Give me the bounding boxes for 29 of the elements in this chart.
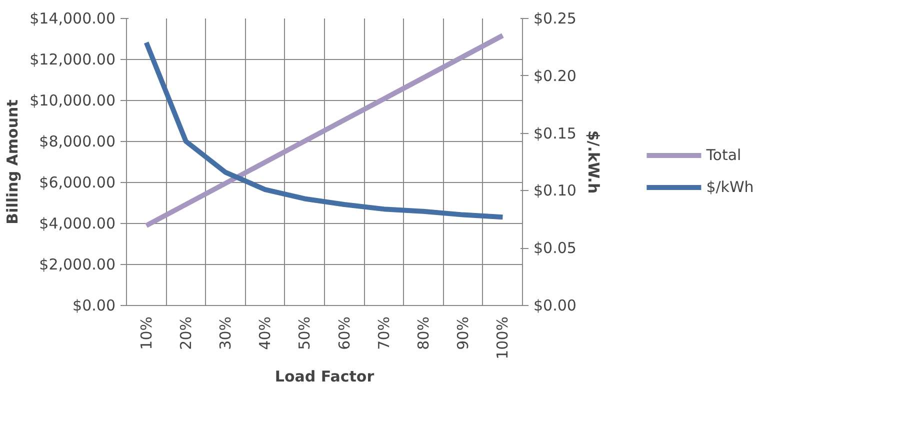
x-tick-label: 40% xyxy=(256,316,274,350)
y2-tick-label: $0.20 xyxy=(534,66,576,85)
x-tick-label: 100% xyxy=(494,316,512,360)
y-tick-label: $4,000.00 xyxy=(39,214,116,232)
legend-label: Total xyxy=(706,146,742,164)
y2-tick-label: $0.10 xyxy=(534,182,576,200)
y2-tick-label: $0.05 xyxy=(534,239,576,258)
y-tick-label: $0.00 xyxy=(72,296,116,314)
y-tick-label: $14,000.00 xyxy=(30,10,116,28)
x-tick-label: 10% xyxy=(137,316,156,350)
y-tick-label: $2,000.00 xyxy=(39,256,116,274)
y-tick-label: $6,000.00 xyxy=(39,174,116,192)
x-tick-label: 70% xyxy=(374,316,393,350)
y2-tick-label: $0.25 xyxy=(534,10,576,28)
y-axis-title: Billing Amount xyxy=(4,100,22,224)
x-tick-label: 80% xyxy=(414,316,432,350)
x-axis-title: Load Factor xyxy=(274,367,375,386)
x-tick-label: 30% xyxy=(216,316,234,350)
y2-axis-title: $/.kW.h xyxy=(584,130,602,194)
y2-tick-label: $0.00 xyxy=(534,296,576,314)
legend-label: $/kWh xyxy=(706,178,754,196)
x-tick-label: 50% xyxy=(296,316,314,350)
x-tick-label: 60% xyxy=(335,316,354,350)
x-tick-label: 90% xyxy=(454,316,472,350)
y-tick-label: $10,000.00 xyxy=(30,92,116,110)
y-tick-label: $8,000.00 xyxy=(39,132,116,150)
x-tick-label: 20% xyxy=(176,316,195,350)
y-tick-label: $12,000.00 xyxy=(30,50,116,68)
y2-tick-label: $0.15 xyxy=(534,124,576,142)
